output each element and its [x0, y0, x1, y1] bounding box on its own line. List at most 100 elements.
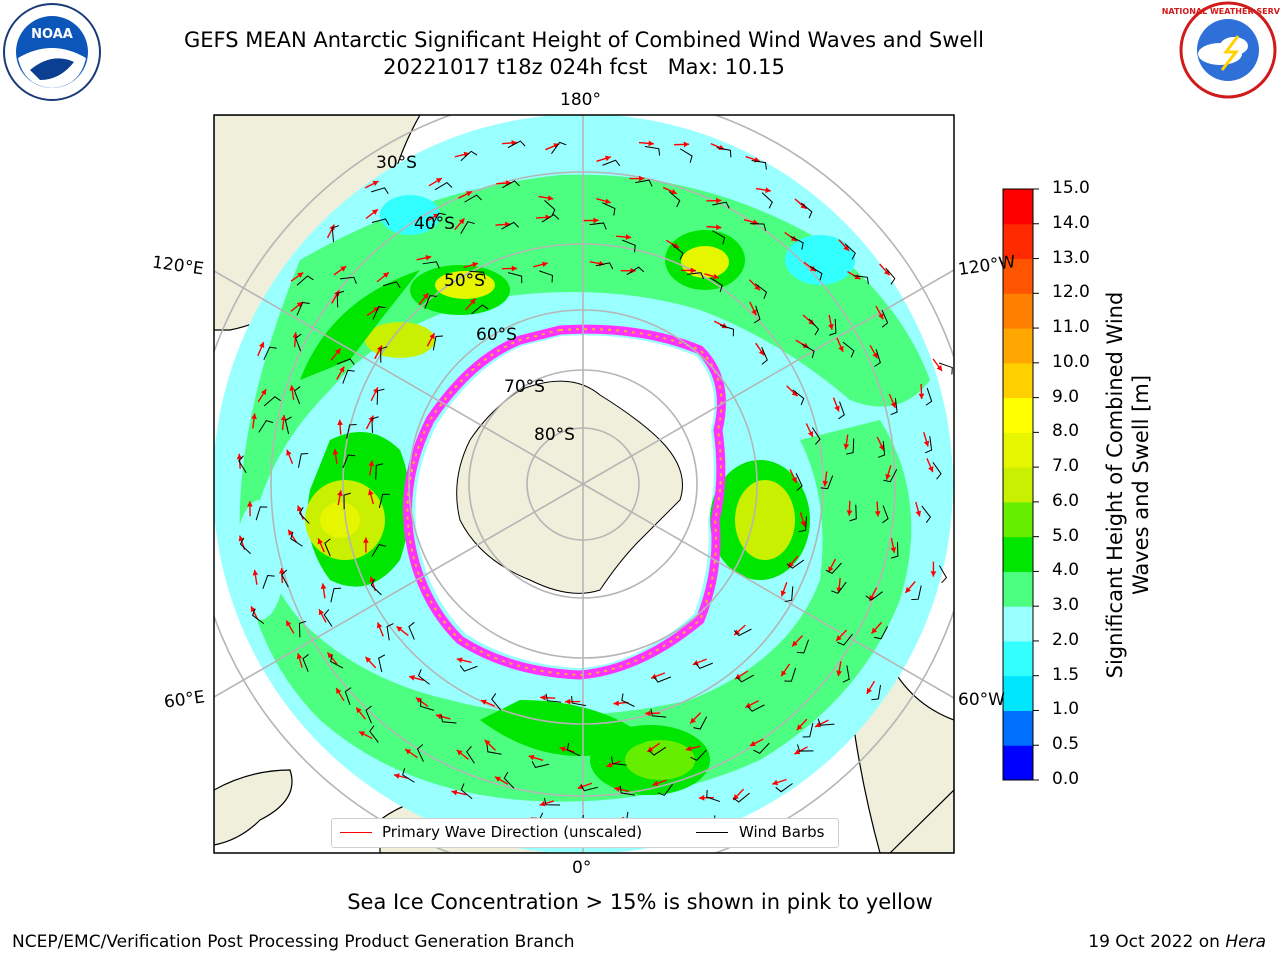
- wind-barb: [831, 581, 847, 594]
- wave-arrow-head: [604, 198, 611, 205]
- wind-barb: [882, 505, 889, 524]
- wave-arrow-head: [836, 670, 842, 677]
- graticule: [214, 115, 954, 853]
- wave-arrow-head: [469, 298, 476, 305]
- wave-arrow-head: [872, 352, 878, 359]
- wind-barb: [420, 699, 435, 711]
- wind-barb: [679, 148, 693, 163]
- credit-line: NCEP/EMC/Verification Post Processing Pr…: [12, 932, 575, 952]
- wind-barb: [469, 270, 486, 280]
- wind-barb: [602, 202, 616, 216]
- colorbar-tick-label: 2.0: [1052, 629, 1080, 650]
- wind-barb: [657, 783, 674, 796]
- wave-arrow-head: [918, 393, 925, 400]
- wind-barb: [330, 654, 344, 669]
- colorbar-segment: [1003, 675, 1033, 711]
- colorbar-tick-label: 1.0: [1052, 699, 1080, 720]
- wind-barb: [386, 623, 394, 641]
- colorbar-segment: [1003, 467, 1033, 503]
- wind-barb: [382, 281, 401, 289]
- wind-barb: [874, 349, 881, 367]
- wind-barb: [531, 760, 550, 768]
- wave-arrow-head: [456, 750, 463, 756]
- wind-barb: [239, 537, 251, 555]
- wave-arrow-head: [690, 717, 696, 724]
- wind-barb: [885, 267, 896, 285]
- wind-barb: [668, 191, 681, 208]
- colorbar-segment: [1003, 536, 1033, 572]
- wind-barb: [784, 586, 794, 603]
- wave-arrow-head: [251, 413, 257, 420]
- wind-barb: [837, 633, 853, 646]
- wind-barb: [817, 718, 835, 726]
- wind-barb: [566, 742, 581, 757]
- colorbar-tick-label: 9.0: [1052, 386, 1080, 407]
- wind-barb: [539, 270, 553, 283]
- colorbar-tick-label: 0.5: [1052, 734, 1080, 755]
- wave-arrow-head: [382, 272, 389, 278]
- wind-barb: [290, 531, 303, 547]
- wave-arrow-head: [466, 191, 473, 197]
- wave-arrow-head: [511, 265, 518, 272]
- machine-name: Hera: [1225, 932, 1266, 952]
- wind-barb: [331, 225, 340, 242]
- wind-barb: [336, 358, 355, 365]
- wind-barb: [370, 578, 382, 596]
- colorbar-segment: [1003, 501, 1033, 538]
- wind-barb: [440, 714, 457, 724]
- wave-arrow-head: [834, 405, 840, 412]
- colorbar-tick-label: 6.0: [1052, 490, 1080, 511]
- colorbar-tick-label: 15.0: [1052, 178, 1090, 198]
- wind-barb: [865, 591, 883, 601]
- colorbar-segment: [1003, 189, 1033, 225]
- wind-barb: [653, 676, 672, 683]
- colorbar-segment: [1003, 571, 1033, 607]
- colorbar-segment: [1003, 710, 1033, 746]
- wind-barb: [602, 159, 621, 167]
- wave-arrow-head: [472, 261, 479, 268]
- wind-barb: [369, 725, 379, 743]
- wind-barb: [501, 221, 520, 230]
- wind-barb: [346, 423, 357, 439]
- wind-barb: [281, 569, 289, 588]
- lat-label-30s: 30°S: [376, 153, 417, 173]
- wave-arrow-head: [712, 273, 719, 280]
- colorbar-tick-label: 11.0: [1052, 317, 1090, 338]
- wind-barb: [921, 505, 932, 523]
- lon-label-180: 180°: [560, 90, 601, 110]
- wave-arrow-head: [716, 197, 722, 204]
- wind-barb: [262, 575, 275, 589]
- wind-barb: [712, 201, 730, 209]
- wave-arrow-head: [337, 490, 343, 497]
- wind-barb: [541, 213, 560, 223]
- chart-title: GEFS MEAN Antarctic Significant Height o…: [183, 28, 985, 52]
- colorbar-segment: [1003, 362, 1033, 399]
- wave-arrow-head: [367, 489, 374, 496]
- wave-arrow-head: [317, 538, 324, 545]
- legend-label-wave-direction: Primary Wave Direction (unscaled): [382, 823, 643, 841]
- wind-barb: [719, 324, 735, 337]
- wave-arrow-head: [356, 707, 362, 714]
- wave-arrow-head: [885, 473, 891, 480]
- wave-arrow-head: [405, 749, 412, 755]
- wave-arrow-head: [866, 687, 872, 694]
- wind-barb: [380, 346, 388, 363]
- wave-arrow-head: [923, 440, 930, 447]
- wind-barb: [753, 305, 761, 324]
- wave-arrow-head: [365, 656, 372, 663]
- wave-arrow-head: [415, 697, 422, 704]
- wind-barb: [775, 783, 793, 793]
- colorbar-segment: [1003, 223, 1033, 260]
- wave-arrow-head: [484, 739, 491, 746]
- wind-barb: [802, 722, 814, 738]
- wind-barb: [939, 565, 948, 584]
- wave-arrow-head: [765, 187, 771, 193]
- wave-arrow-head: [292, 332, 299, 338]
- wind-barb: [434, 182, 453, 191]
- wave-arrow-head: [435, 713, 442, 720]
- wind-barb: [800, 202, 813, 219]
- wave-arrow-head: [286, 449, 292, 456]
- wave-arrow-head: [698, 794, 705, 801]
- wave-arrow-head: [645, 710, 651, 717]
